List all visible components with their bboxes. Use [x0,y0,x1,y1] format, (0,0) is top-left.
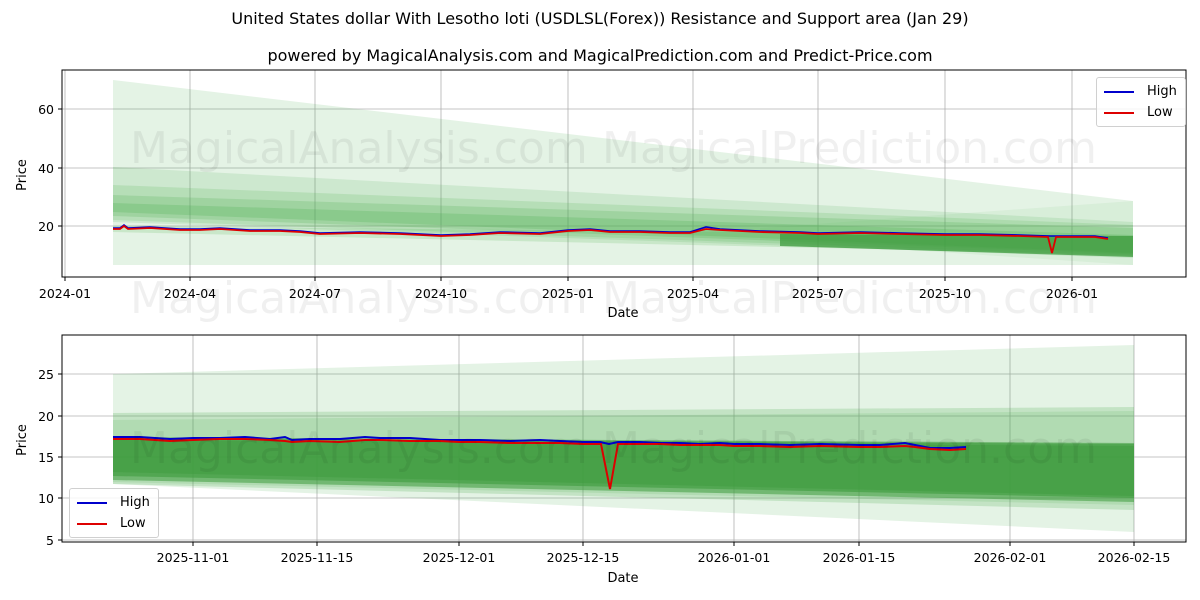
high-line-swatch-icon [77,501,107,504]
svg-text:25: 25 [38,367,54,382]
top-high-line [113,224,1109,239]
svg-text:60: 60 [38,102,54,117]
high-line-swatch-icon [1104,90,1134,93]
low-line-swatch-icon [77,522,107,525]
top-bands [113,80,1133,265]
svg-text:2025-01: 2025-01 [542,286,594,301]
bottom-low-line [113,438,967,490]
svg-text:15: 15 [38,450,54,465]
watermark-mid-1: MagicalAnalysis.com [130,273,588,324]
bottom-legend: High Low [69,488,159,538]
svg-text:2024-04: 2024-04 [164,286,216,301]
svg-text:2025-07: 2025-07 [792,286,844,301]
svg-text:2025-11-15: 2025-11-15 [281,550,354,565]
svg-text:2024-01: 2024-01 [39,286,91,301]
watermark-top-1: MagicalAnalysis.com [130,123,588,174]
svg-text:2026-01-01: 2026-01-01 [698,550,771,565]
watermark-mid-2: MagicalPrediction.com [602,273,1097,324]
svg-text:10: 10 [38,491,54,506]
bottom-x-ticks: 2025-11-01 2025-11-15 2025-12-01 2025-12… [157,550,1171,565]
svg-text:2024-07: 2024-07 [289,286,341,301]
top-low-line [113,224,1109,254]
top-axes-frame [61,69,1187,278]
top-x-axis-label: Date [607,306,638,321]
svg-text:2024-10: 2024-10 [415,286,467,301]
svg-text:2026-02-15: 2026-02-15 [1098,550,1171,565]
svg-text:20: 20 [38,409,54,424]
bottom-x-axis-label: Date [607,571,638,586]
bottom-high-line [113,435,967,449]
top-x-ticks: 2024-01 2024-04 2024-07 2024-10 2025-01 … [39,286,1098,301]
top-chart: MagicalAnalysis.com MagicalPrediction.co… [15,69,1187,324]
svg-text:5: 5 [46,533,54,548]
watermark-bottom-1: MagicalAnalysis.com [130,423,588,474]
chart-title: United States dollar With Lesotho loti (… [231,9,969,28]
legend-item-high: High [77,492,150,513]
bottom-axes-frame [61,334,1187,543]
bottom-y-axis-label: Price [15,424,30,456]
legend-item-high: High [1104,81,1177,102]
top-grid [62,70,1186,277]
chart-subtitle: powered by MagicalAnalysis.com and Magic… [267,46,933,65]
legend-item-low: Low [1104,102,1177,123]
bottom-bands [113,345,1134,532]
watermark-top-2: MagicalPrediction.com [602,123,1097,174]
svg-text:2026-01: 2026-01 [1046,286,1098,301]
top-y-ticks: 60 40 20 [38,102,54,234]
svg-text:2025-04: 2025-04 [667,286,719,301]
bottom-chart: MagicalAnalysis.com MagicalPrediction.co… [15,334,1187,586]
legend-item-low: Low [77,513,150,534]
svg-text:2025-10: 2025-10 [919,286,971,301]
svg-text:20: 20 [38,219,54,234]
svg-text:2025-11-01: 2025-11-01 [157,550,230,565]
bottom-y-ticks: 25 20 15 10 5 [38,367,54,548]
bottom-price-lines [113,435,967,490]
top-legend: High Low [1096,77,1186,127]
svg-text:2025-12-15: 2025-12-15 [547,550,620,565]
low-line-swatch-icon [1104,111,1134,114]
top-y-axis-label: Price [15,159,30,191]
svg-text:40: 40 [38,161,54,176]
svg-text:2025-12-01: 2025-12-01 [423,550,496,565]
svg-text:2026-01-15: 2026-01-15 [823,550,896,565]
svg-text:2026-02-01: 2026-02-01 [974,550,1047,565]
watermark-bottom-2: MagicalPrediction.com [602,423,1097,474]
top-price-lines [113,224,1109,254]
